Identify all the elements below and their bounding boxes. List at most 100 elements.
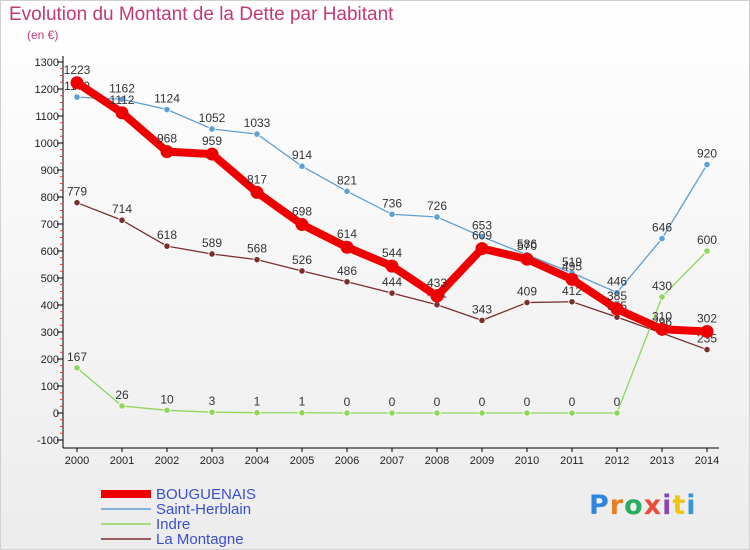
data-point-la-montagne: [343, 278, 351, 286]
y-tick-label: 700: [41, 219, 59, 231]
data-label-saint-herblain: 1124: [154, 92, 180, 106]
data-label-bouguenais: 609: [472, 229, 492, 243]
y-tick-label: 1300: [35, 57, 59, 69]
data-label-la-montagne: 526: [292, 253, 312, 267]
data-point-saint-herblain: [388, 210, 396, 218]
data-point-la-montagne: [703, 345, 711, 354]
y-tick-label: 1100: [35, 111, 59, 123]
data-label-indre: 0: [524, 395, 531, 409]
data-point-saint-herblain: [253, 130, 261, 138]
data-label-saint-herblain: 653: [472, 219, 492, 233]
data-label-indre: 26: [115, 388, 129, 402]
x-tick-label: 2000: [65, 455, 89, 467]
data-label-saint-herblain: 914: [292, 148, 312, 162]
data-label-bouguenais: 1112: [110, 93, 135, 107]
data-point-saint-herblain: [343, 187, 351, 195]
data-label-bouguenais: 968: [157, 132, 177, 146]
data-point-la-montagne: [163, 242, 171, 250]
data-point-saint-herblain: [208, 125, 216, 133]
y-tick-label: -100: [37, 435, 59, 447]
data-label-bouguenais: 544: [382, 246, 402, 260]
data-label-la-montagne: 444: [382, 275, 402, 289]
data-label-indre: 600: [697, 233, 717, 247]
data-label-indre: 1: [299, 395, 306, 409]
data-point-saint-herblain: [73, 93, 81, 101]
data-point-saint-herblain: [118, 95, 126, 103]
data-point-saint-herblain: [433, 213, 441, 221]
data-label-indre: 0: [569, 395, 576, 409]
x-tick-label: 2003: [200, 455, 224, 467]
data-point-la-montagne: [253, 256, 261, 264]
data-label-saint-herblain: 736: [382, 196, 402, 210]
data-point-indre: [343, 409, 351, 417]
y-tick-label: 400: [41, 300, 59, 312]
data-point-indre: [433, 409, 441, 417]
y-tick-label: 1200: [35, 84, 59, 96]
data-point-bouguenais: [115, 106, 129, 120]
data-label-indre: 10: [160, 392, 174, 406]
data-point-indre: [163, 406, 171, 414]
data-label-bouguenais: 959: [202, 134, 222, 148]
x-tick-label: 2005: [290, 455, 314, 467]
y-tick-label: 600: [41, 246, 59, 258]
x-tick-label: 2004: [245, 455, 269, 467]
data-label-la-montagne: 714: [112, 202, 132, 216]
data-point-bouguenais: [160, 145, 174, 159]
data-label-indre: 0: [479, 395, 486, 409]
data-label-bouguenais: 570: [517, 239, 537, 253]
data-point-indre: [658, 293, 666, 301]
data-point-indre: [568, 409, 576, 417]
y-tick-label: 300: [41, 327, 59, 339]
data-label-la-montagne: 409: [517, 285, 537, 299]
data-label-saint-herblain: 726: [427, 199, 447, 213]
x-tick-label: 2012: [605, 455, 629, 467]
data-label-bouguenais: 698: [292, 205, 312, 219]
data-point-bouguenais: [205, 147, 219, 161]
x-tick-label: 2013: [650, 455, 674, 467]
data-label-bouguenais: 385: [607, 289, 627, 303]
y-tick-label: 1000: [35, 138, 59, 150]
data-label-indre: 0: [389, 395, 396, 409]
chart-unit-label: (en €): [27, 28, 59, 42]
data-point-bouguenais: [565, 272, 579, 286]
x-tick-label: 2010: [515, 455, 539, 467]
data-label-la-montagne: 589: [202, 236, 222, 250]
data-label-saint-herblain: 920: [697, 147, 717, 161]
y-tick-label: 500: [41, 273, 59, 285]
data-point-saint-herblain: [703, 161, 711, 169]
data-point-bouguenais: [475, 242, 489, 256]
data-point-saint-herblain: [298, 162, 306, 170]
data-point-saint-herblain: [613, 288, 621, 297]
data-label-indre: 0: [434, 395, 441, 409]
data-point-bouguenais: [295, 218, 309, 232]
data-point-saint-herblain: [658, 234, 666, 243]
data-label-saint-herblain: 1162: [109, 81, 135, 95]
data-point-bouguenais: [520, 252, 534, 266]
data-point-bouguenais: [250, 185, 264, 199]
data-label-saint-herblain: 446: [607, 275, 627, 289]
data-label-saint-herblain: 646: [652, 221, 672, 235]
x-tick-label: 2014: [695, 455, 719, 467]
y-tick-label: 800: [41, 192, 59, 204]
x-tick-label: 2007: [380, 455, 404, 467]
data-point-indre: [208, 408, 216, 416]
chart-title: Evolution du Montant de la Dette par Hab…: [9, 4, 394, 25]
data-label-saint-herblain: 586: [517, 237, 537, 251]
data-point-la-montagne: [568, 298, 576, 306]
legend-label: BOUGUENAIS: [156, 486, 256, 503]
data-point-la-montagne: [523, 298, 531, 307]
data-label-saint-herblain: 1052: [199, 111, 226, 125]
data-label-la-montagne: 343: [472, 302, 492, 316]
data-point-bouguenais: [430, 289, 444, 303]
x-tick-label: 2006: [335, 455, 359, 467]
y-tick-label: 100: [41, 381, 59, 393]
data-point-indre: [523, 409, 531, 417]
data-label-bouguenais: 310: [652, 309, 672, 323]
legend-label: Saint-Herblain: [156, 501, 251, 518]
data-label-la-montagne: 779: [67, 185, 87, 199]
data-point-saint-herblain: [163, 105, 171, 114]
data-label-indre: 0: [344, 395, 351, 409]
data-point-indre: [613, 409, 621, 417]
